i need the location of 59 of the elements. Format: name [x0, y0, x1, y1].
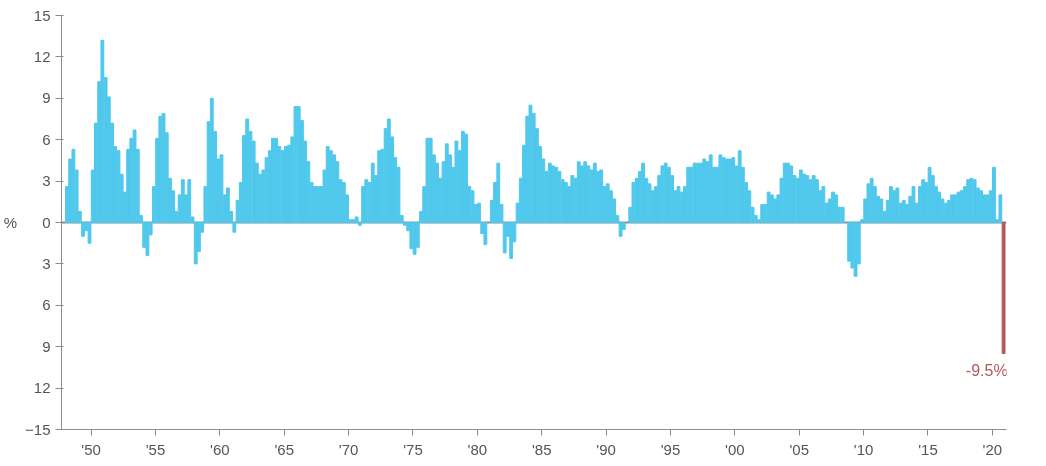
bar: [145, 222, 150, 257]
bar: [483, 222, 488, 246]
y-tick-label: 3: [42, 254, 51, 272]
bar: [879, 198, 884, 223]
bar: [219, 154, 224, 223]
x-tick-label: '00: [725, 440, 745, 458]
bar: [225, 187, 230, 223]
y-tick-label: 12: [33, 47, 51, 65]
y-tick-label: 9: [42, 89, 51, 107]
y-tick-label: 3: [42, 172, 51, 190]
x-tick-label: '85: [531, 440, 552, 458]
x-tick-label: '10: [853, 440, 874, 458]
bar: [454, 140, 459, 223]
bar: [132, 129, 137, 223]
x-tick-label: '65: [274, 440, 295, 458]
bar: [998, 194, 1003, 223]
y-tick-label: 9: [42, 337, 51, 355]
y-axis-title: %: [3, 214, 18, 231]
bar: [586, 165, 591, 223]
x-tick-label: '60: [210, 440, 230, 458]
bar: [1001, 222, 1006, 355]
bar: [354, 216, 359, 223]
y-tick-label: 15: [33, 6, 51, 24]
bar: [631, 181, 636, 223]
annotation: -9.5%: [965, 361, 1008, 379]
bar: [676, 186, 681, 223]
bar: [840, 206, 845, 223]
bar: [116, 150, 121, 223]
x-tick-label: '50: [81, 440, 101, 458]
bar: [187, 179, 192, 223]
bar: [808, 179, 813, 223]
x-tick-label: '90: [596, 440, 616, 458]
bar: [557, 170, 562, 223]
bar: [834, 194, 839, 223]
bar: [71, 148, 76, 223]
x-tick-label: '05: [789, 440, 810, 458]
bar: [470, 190, 475, 223]
x-tick-label: '95: [660, 440, 681, 458]
y-tick-label: 0: [42, 213, 51, 231]
bar: [853, 222, 858, 277]
y-tick-label: 12: [33, 379, 51, 397]
x-tick-label: '55: [145, 440, 166, 458]
bar: [528, 104, 533, 223]
x-tick-label: '75: [403, 440, 423, 458]
bar: [351, 219, 356, 223]
y-tick-label: 6: [42, 130, 51, 148]
bar: [496, 162, 501, 223]
x-tick-label: '80: [467, 440, 488, 458]
y-tick-label: −15: [25, 420, 51, 438]
bar: [509, 222, 514, 259]
bar: [464, 133, 468, 223]
x-tick-label: '20: [982, 440, 1003, 458]
bar: [821, 186, 826, 223]
x-tick-label: '70: [338, 440, 359, 458]
bar: [911, 186, 916, 223]
bar: [100, 39, 105, 223]
y-tick-label: 6: [42, 296, 51, 314]
x-tick-label: '15: [918, 440, 938, 458]
bar: [992, 166, 996, 223]
